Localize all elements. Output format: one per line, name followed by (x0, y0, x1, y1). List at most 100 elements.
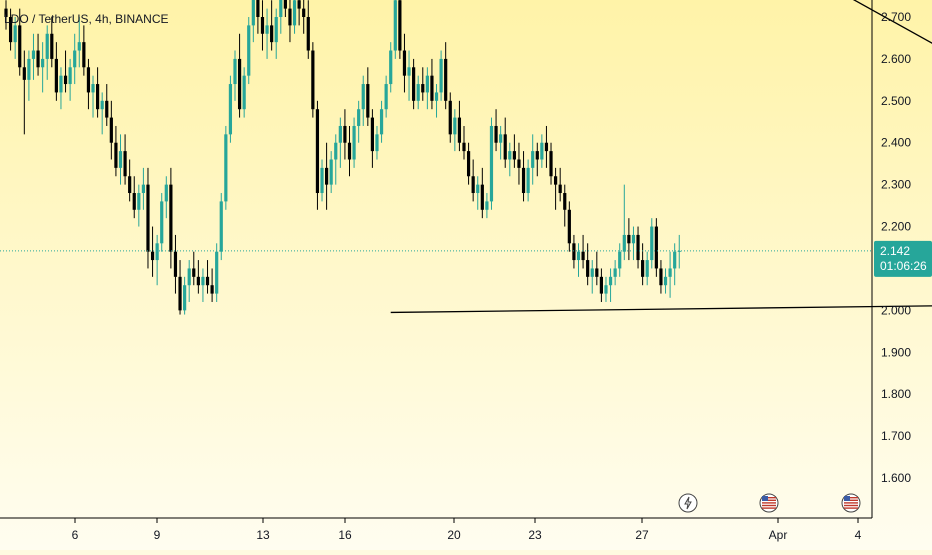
candle (604, 276, 608, 302)
candle-body-up (393, 0, 397, 51)
candle-body-down (54, 58, 58, 93)
candle (18, 8, 22, 76)
candle (82, 25, 86, 76)
candle (59, 67, 63, 110)
candle-body-down (132, 193, 136, 210)
candle (499, 125, 503, 160)
candle-body-up (389, 50, 393, 85)
candle-body-down (444, 58, 448, 101)
time-axis-tick-label: 13 (256, 528, 270, 542)
price-axis-tick-label: 2.500 (881, 94, 911, 108)
candle-body-down (82, 42, 86, 68)
candle-body-up (618, 251, 622, 269)
candle-body-up (201, 276, 205, 286)
candle (462, 125, 466, 160)
candle (100, 92, 104, 135)
candle (448, 92, 452, 143)
candle-body-down (586, 260, 590, 277)
candle (302, 0, 306, 34)
candle-body-down (567, 209, 571, 244)
candle (128, 159, 132, 202)
trendlines-layer[interactable] (390, 0, 932, 314)
candle (627, 218, 631, 261)
candle (36, 33, 40, 76)
time-axis-tick-label: 27 (635, 528, 649, 542)
candle-body-up (608, 276, 613, 286)
candle (668, 251, 672, 298)
trendline-horizontal-support[interactable] (390, 300, 932, 314)
candle (169, 167, 173, 269)
time-axis[interactable]: 6 9 13 16 20 23 27 Apr 4 (72, 518, 862, 542)
candle (237, 33, 242, 118)
price-axis-tick-label: 1.900 (881, 345, 911, 359)
candle (288, 0, 292, 43)
candle-body-up (338, 125, 342, 143)
price-axis-tick-label: 2.200 (881, 220, 911, 234)
candle (315, 100, 320, 210)
candle-body-down (480, 184, 484, 210)
candle-body-down (315, 109, 320, 194)
candle-body-down (302, 8, 306, 17)
current-price-tag: 2.142 01:06:26 (874, 240, 932, 277)
candle-body-down (563, 193, 567, 210)
candle-body-down (466, 151, 471, 177)
candle (270, 0, 274, 51)
candle-body-up (100, 100, 104, 110)
candle-body-down (325, 167, 329, 185)
candle-body-down (503, 134, 507, 160)
candle (123, 134, 127, 185)
candle-body-up (118, 151, 123, 168)
candle (54, 42, 58, 101)
candle (178, 260, 182, 315)
candle-body-up (228, 84, 233, 135)
symbol-header[interactable]: LDO / TetherUS, 4h, BINANCE (4, 12, 169, 26)
candle-body-down (366, 84, 370, 118)
price-axis-tick-label: 2.000 (881, 303, 911, 317)
candle (618, 243, 622, 277)
candle-body-up (499, 134, 503, 143)
candle (242, 67, 246, 118)
candle-body-down (306, 17, 310, 51)
candle-body-up (357, 109, 361, 126)
candle-body-up (673, 251, 677, 269)
candle-body-down (297, 0, 301, 9)
candle-body-up (247, 25, 251, 76)
candle-body-down (86, 67, 91, 93)
candle-body-down (448, 100, 452, 135)
us-flag-icon[interactable] (841, 493, 861, 513)
candle (210, 268, 214, 302)
candle (279, 0, 283, 34)
candle-body-down (146, 184, 150, 252)
candle-body-down (22, 67, 26, 80)
candle-body-down (641, 260, 645, 277)
candle-body-down (521, 167, 526, 194)
candle-body-up (375, 134, 379, 152)
candle (503, 117, 507, 168)
candle (544, 125, 549, 168)
price-axis[interactable]: 1.6001.7001.8001.9002.0002.1002.2002.300… (881, 10, 911, 485)
candle-body-down (347, 142, 352, 160)
event-markers[interactable] (678, 493, 861, 513)
candle (73, 33, 77, 85)
candle (118, 134, 123, 185)
candle (444, 42, 448, 110)
candle (187, 260, 191, 302)
candle (77, 17, 81, 68)
candle-body-up (160, 201, 164, 244)
candle (205, 260, 210, 294)
candle-body-up (59, 75, 63, 93)
candle-body-down (517, 159, 521, 168)
time-axis-tick-label: Apr (769, 528, 788, 542)
candle (389, 42, 393, 93)
candle (45, 25, 49, 80)
candle-body-down (36, 50, 40, 68)
us-flag-icon[interactable] (759, 493, 779, 513)
lightning-icon[interactable] (678, 493, 698, 513)
candle-body-up (485, 201, 489, 210)
candle (622, 184, 626, 261)
candle-body-up (334, 142, 338, 160)
candle-body-up (508, 151, 512, 160)
candle-body-up (242, 75, 246, 110)
